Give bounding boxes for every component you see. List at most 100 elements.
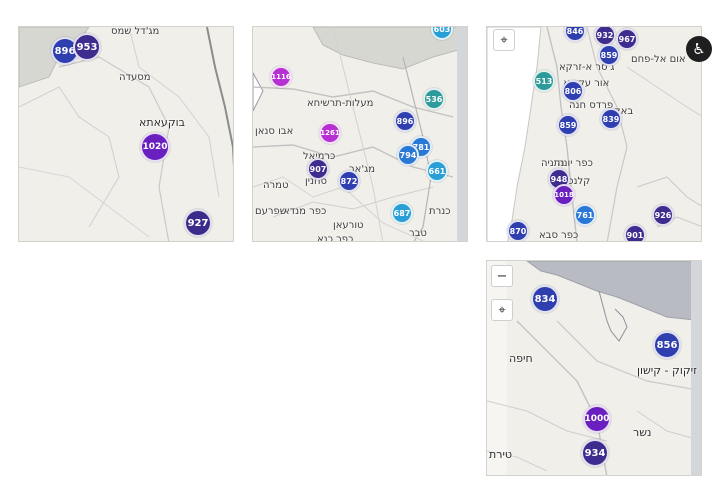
place-label: טירת	[489, 448, 513, 461]
place-label: סחנין	[305, 176, 327, 187]
place-label: כפר יונה	[557, 158, 593, 169]
place-label: מג'דל שמס	[111, 26, 160, 37]
cluster-value: 794	[399, 150, 417, 160]
cluster-value: 967	[618, 34, 636, 44]
place-label: זיקוק - קישון	[637, 364, 697, 377]
accessibility-icon: ♿	[692, 39, 706, 58]
cluster-marker[interactable]: 1018	[553, 184, 575, 206]
cluster-value: 661	[428, 166, 446, 176]
cluster-value: 859	[559, 120, 577, 130]
map-tile-sharon[interactable]: ⌖ ג'סר א-זרקא אום אל-פחם אור עקיבא פרדס חנה…	[486, 26, 702, 242]
place-label: אום אל-פחם	[631, 54, 686, 65]
minus-icon: −	[496, 268, 508, 284]
cluster-value: 1020	[142, 142, 168, 152]
cluster-value: 901	[626, 230, 644, 240]
accessibility-button[interactable]: ♿	[686, 36, 712, 62]
cluster-marker[interactable]: 794	[397, 144, 419, 166]
cluster-value: 513	[535, 76, 553, 86]
cluster-value: 859	[600, 50, 618, 60]
cluster-value: 953	[76, 41, 98, 53]
cluster-marker[interactable]: 1000	[583, 405, 611, 433]
cluster-value: 1018	[554, 191, 574, 199]
place-label: מג'אר	[349, 164, 375, 175]
place-label: באקה	[607, 106, 634, 117]
map-tile-golan[interactable]: מג'דל שמס מסעדה בוקעאתא 896 953 1020 927	[18, 26, 234, 242]
map-base	[253, 27, 467, 241]
map-edge-strip	[457, 27, 467, 241]
cluster-value: 896	[54, 45, 76, 57]
place-label: חיפה	[509, 352, 533, 365]
cluster-marker[interactable]: 536	[423, 88, 445, 110]
cluster-marker[interactable]: 926	[652, 204, 674, 226]
place-label: אור עקיבא	[563, 78, 610, 89]
cluster-marker[interactable]: 967	[616, 28, 638, 50]
place-label: כפר סבא	[539, 230, 579, 241]
cluster-value: 934	[584, 447, 606, 459]
cluster-marker[interactable]: 806	[562, 80, 584, 102]
place-label: טבר	[409, 228, 427, 239]
locate-icon: ⌖	[498, 302, 506, 318]
map-tile-haifa[interactable]: − ⌖ חיפה זיקוק - קישון נשר טירת 834 856 1000 9…	[486, 260, 702, 476]
zoom-out-button[interactable]: −	[491, 265, 513, 287]
cluster-marker[interactable]: 934	[581, 439, 609, 467]
place-label: ג'סר א-זרקא	[559, 62, 615, 73]
place-label: כרמיאל	[303, 151, 336, 162]
cluster-marker[interactable]: 1261	[319, 122, 341, 144]
cluster-value: 1000	[584, 414, 610, 424]
cluster-value: 872	[340, 176, 358, 186]
cluster-marker[interactable]: 870	[507, 220, 529, 241]
cluster-value: 870	[509, 226, 527, 236]
cluster-value: 1116	[271, 73, 291, 81]
cluster-marker[interactable]: 927	[184, 209, 212, 237]
cluster-value: 839	[602, 114, 620, 124]
map-tile-galilee[interactable]: מעלות-תרשיחא אבו סנאן כרמיאל מג'אר סחנין טמרה…	[252, 26, 468, 242]
cluster-marker[interactable]: 846	[564, 27, 586, 42]
locate-button[interactable]: ⌖	[491, 299, 513, 321]
place-label: כפר כנא	[317, 234, 354, 242]
cluster-value: 603	[433, 26, 451, 34]
cluster-marker[interactable]: 856	[653, 331, 681, 359]
cluster-value: 926	[654, 210, 672, 220]
cluster-marker[interactable]: 901	[624, 224, 646, 241]
cluster-value: 932	[596, 30, 614, 40]
cluster-value: 856	[656, 339, 678, 351]
cluster-value: 761	[576, 210, 594, 220]
place-label: אבו סנאן	[255, 126, 294, 137]
place-label: כפר מנדא	[283, 206, 327, 217]
cluster-value: 687	[393, 208, 411, 218]
map-edge-strip	[691, 261, 701, 475]
cluster-marker[interactable]: 687	[391, 202, 413, 224]
cluster-marker[interactable]: 953	[73, 33, 101, 61]
cluster-value: 834	[534, 293, 556, 305]
place-label: מסעדה	[119, 72, 151, 83]
cluster-marker[interactable]: 1020	[140, 132, 170, 162]
locate-icon: ⌖	[500, 32, 508, 48]
cluster-marker[interactable]: 859	[598, 44, 620, 66]
place-label: טורעאן	[333, 220, 364, 231]
cluster-value: 536	[425, 94, 443, 104]
place-label: נתניה	[541, 158, 565, 169]
place-label: קלנסווה	[555, 176, 591, 187]
cluster-value: 907	[309, 164, 327, 174]
cluster-value: 806	[564, 86, 582, 96]
cluster-marker[interactable]: 907	[307, 158, 329, 180]
cluster-marker[interactable]: 513	[533, 70, 555, 92]
cluster-marker[interactable]: 761	[574, 204, 596, 226]
cluster-marker[interactable]: 872	[338, 170, 360, 192]
cluster-marker[interactable]: 603	[431, 26, 453, 40]
place-label: פרדס חנה	[569, 100, 614, 111]
place-label: מעלות-תרשיחא	[307, 98, 374, 109]
cluster-marker[interactable]: 859	[557, 114, 579, 136]
cluster-marker[interactable]: 661	[426, 160, 448, 182]
cluster-marker[interactable]: 834	[531, 285, 559, 313]
cluster-value: 781	[412, 142, 430, 152]
place-label: נשר	[633, 426, 652, 439]
cluster-marker[interactable]: 839	[600, 108, 622, 130]
cluster-value: 1261	[320, 129, 340, 137]
cluster-marker[interactable]: 1116	[270, 66, 292, 88]
place-label: כנרת	[429, 206, 451, 217]
cluster-marker[interactable]: 896	[394, 110, 416, 132]
cluster-value: 927	[187, 217, 209, 229]
locate-button[interactable]: ⌖	[493, 29, 515, 51]
place-label: טמרה	[263, 180, 289, 191]
